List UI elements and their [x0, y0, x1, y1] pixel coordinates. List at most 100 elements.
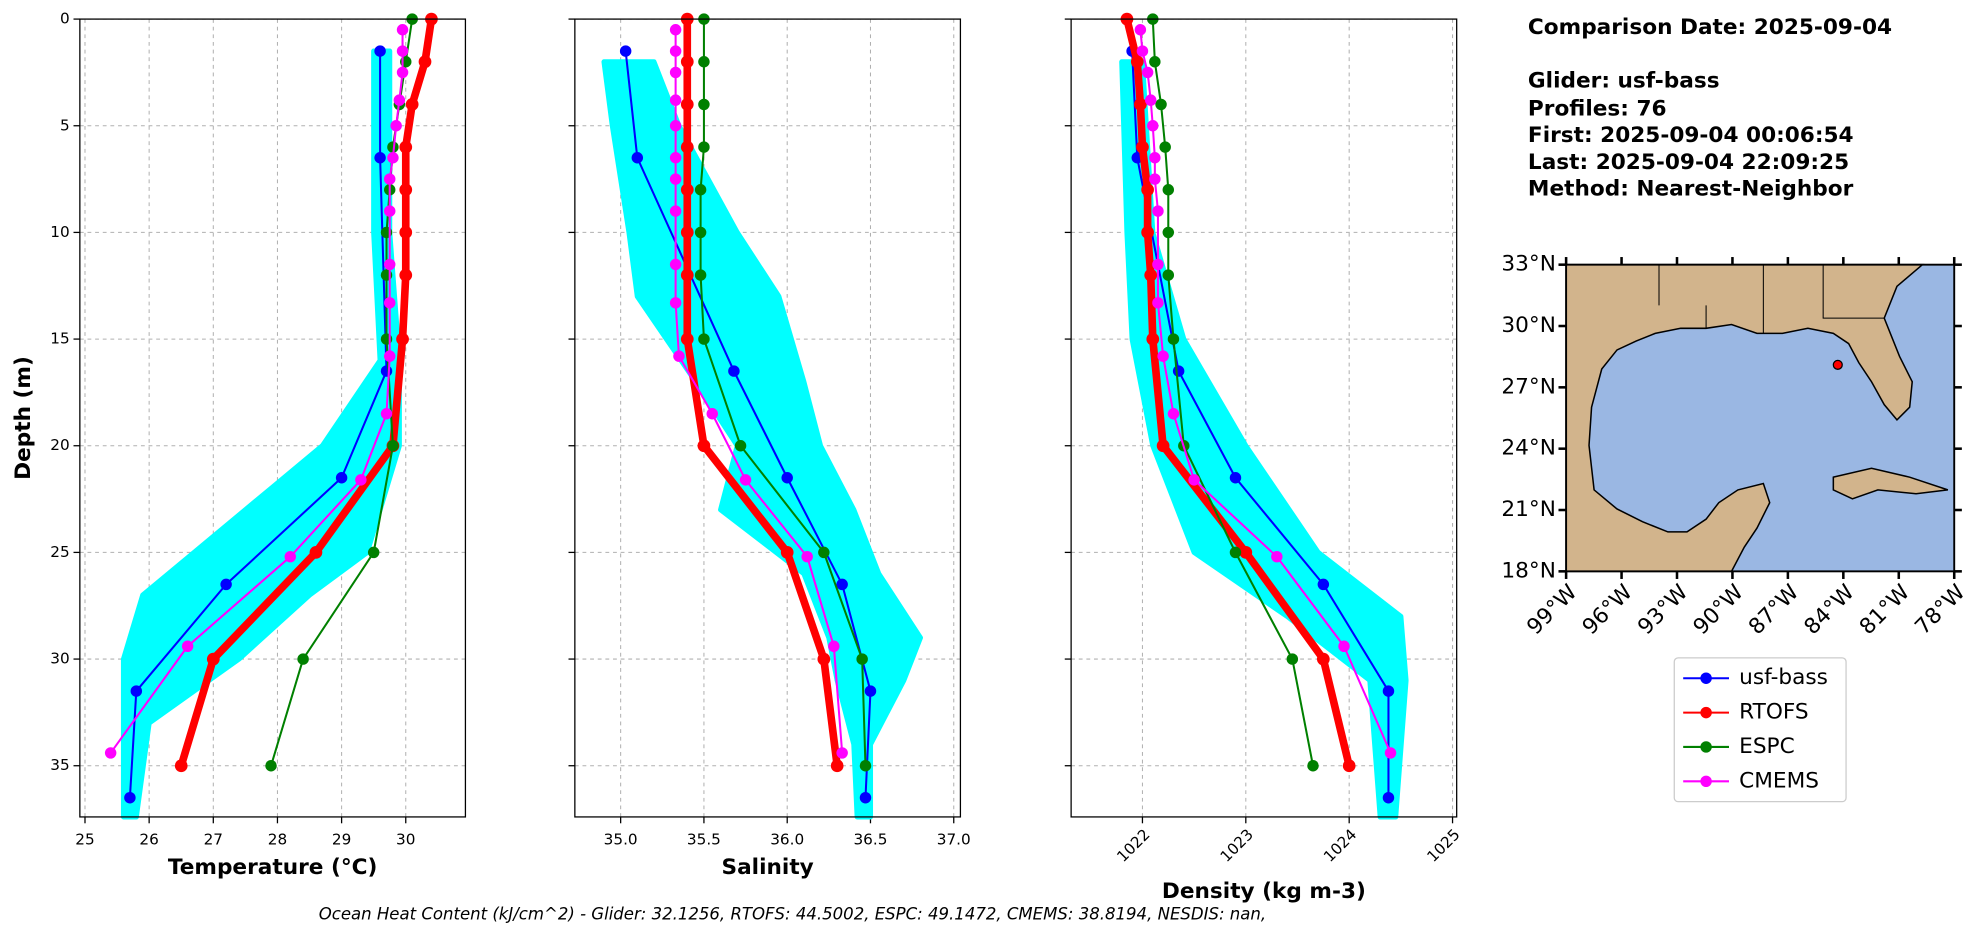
series-marker — [680, 268, 694, 282]
x-axis-label: Salinity — [722, 855, 814, 880]
map-y-tick-label: 24°N — [1501, 436, 1556, 461]
series-marker — [1342, 759, 1356, 773]
series-marker — [1188, 474, 1200, 486]
series-marker — [396, 332, 409, 346]
series-marker — [698, 56, 710, 68]
series-marker — [399, 140, 413, 154]
series-line — [1139, 29, 1392, 754]
map-x-tick-label: 96°W — [1578, 580, 1638, 640]
series-marker — [1159, 141, 1171, 153]
x-tick-label: 29 — [332, 830, 351, 848]
series-marker — [698, 98, 710, 111]
series-marker — [396, 24, 409, 36]
series-marker — [1286, 653, 1299, 665]
series-marker — [174, 759, 188, 773]
series-marker — [130, 685, 143, 697]
series-line — [109, 29, 404, 754]
x-tick-label: 35.0 — [604, 830, 638, 848]
series-marker — [680, 98, 694, 111]
series-marker — [387, 440, 399, 452]
x-tick-label: 1025 — [1423, 825, 1463, 865]
map-borders — [1658, 264, 1885, 334]
series-marker — [1136, 45, 1149, 57]
series-marker — [1141, 226, 1154, 239]
series-marker — [1156, 439, 1170, 453]
series-marker — [335, 472, 348, 484]
series-marker — [309, 546, 323, 559]
series-marker — [1271, 550, 1283, 563]
series-marker — [864, 685, 877, 697]
series-line — [683, 19, 841, 767]
series-marker — [1144, 94, 1157, 106]
series-marker — [1130, 55, 1144, 69]
series-marker — [728, 365, 740, 377]
series-marker — [836, 578, 848, 591]
series-marker — [1229, 546, 1242, 559]
series-marker — [1149, 152, 1161, 164]
x-axis-label: Density (kg m-3) — [1162, 879, 1366, 904]
series-marker — [124, 792, 136, 804]
y-tick-label: 15 — [50, 330, 69, 348]
series-marker — [1136, 140, 1149, 154]
series-marker — [859, 760, 872, 772]
map-y-tick-label: 33°N — [1501, 252, 1556, 277]
legend-box — [1673, 657, 1847, 803]
series-marker — [383, 173, 396, 185]
series-marker — [1141, 66, 1154, 79]
legend-marker — [1700, 672, 1712, 684]
series-marker — [859, 792, 872, 804]
series-marker — [374, 152, 386, 164]
series-marker — [1384, 747, 1397, 759]
series-marker — [1147, 120, 1159, 132]
y-axis-label: Depth (m) — [11, 356, 36, 480]
series-marker — [396, 66, 409, 79]
x-tick-label: 28 — [268, 830, 287, 848]
series-marker — [1316, 652, 1330, 666]
map-x-tick-label: 99°W — [1522, 580, 1582, 640]
series-marker — [669, 258, 682, 271]
series-marker — [680, 55, 694, 69]
info-line: First: 2025-09-04 00:06:54 — [1528, 123, 1854, 148]
series-marker — [698, 333, 710, 345]
series-marker — [680, 183, 694, 197]
series-marker — [669, 45, 682, 57]
series-marker — [1155, 98, 1167, 111]
map-cuba — [1832, 467, 1949, 500]
series-marker — [383, 297, 396, 309]
x-tick-label: 30 — [396, 830, 415, 848]
legend-marker — [1700, 775, 1712, 788]
series-marker — [1134, 98, 1147, 111]
series-marker — [393, 94, 406, 106]
series-marker — [1307, 760, 1319, 772]
series-marker — [818, 546, 830, 559]
series-marker — [734, 440, 747, 452]
map-y-tick-label: 18°N — [1501, 558, 1556, 583]
series-marker — [1317, 578, 1330, 591]
legend-marker — [1700, 706, 1712, 719]
series-marker — [1382, 792, 1395, 804]
series-marker — [396, 45, 409, 57]
glider-location — [1832, 359, 1843, 370]
map-x-tick-label: 81°W — [1855, 580, 1915, 640]
series-marker — [856, 653, 868, 665]
footer: Ocean Heat Content (kJ/cm^2) - Glider: 3… — [319, 904, 1266, 923]
series-marker — [680, 140, 694, 154]
series-marker — [801, 550, 813, 563]
map-x-tick-label: 84°W — [1800, 580, 1860, 640]
series-marker — [181, 640, 194, 652]
plot-frame — [1070, 18, 1458, 818]
series-marker — [780, 546, 794, 559]
info-line: Glider: usf-bass — [1528, 68, 1720, 93]
series-marker — [669, 66, 682, 79]
series-marker — [380, 408, 393, 420]
series-marker — [1144, 268, 1158, 282]
series-line — [1123, 18, 1353, 767]
series-marker — [1149, 173, 1161, 185]
series-marker — [1162, 184, 1175, 196]
series-marker — [1152, 205, 1164, 217]
series-marker — [1134, 24, 1147, 36]
series-marker — [206, 652, 220, 666]
series-marker — [1172, 365, 1185, 377]
info-line: Comparison Date: 2025-09-04 — [1528, 15, 1892, 40]
